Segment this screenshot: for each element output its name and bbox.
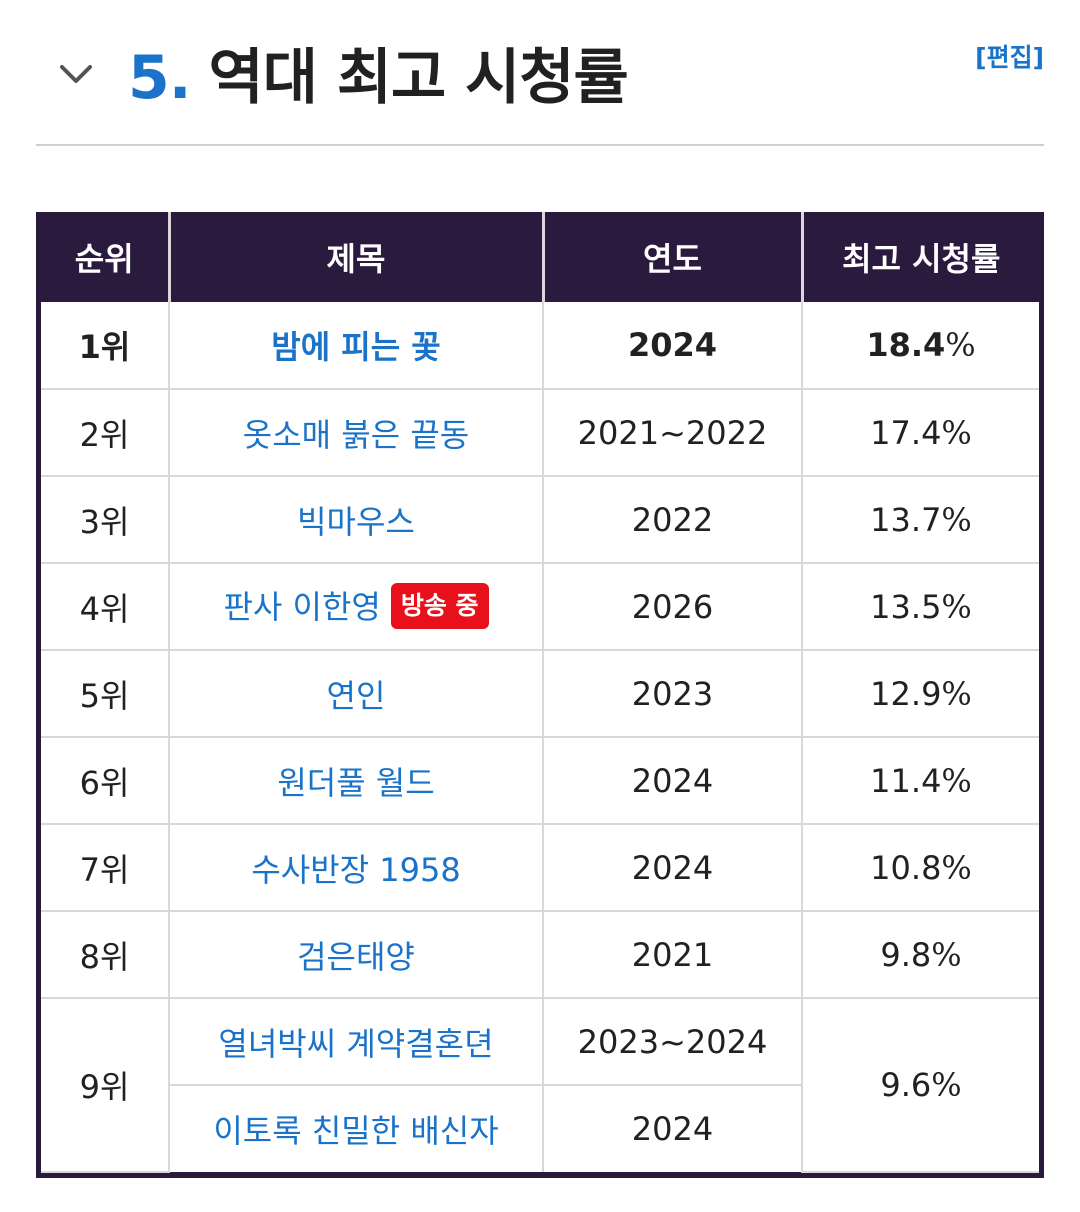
table-row: 1위 밤에 피는 꽃 2024 18.4% bbox=[41, 302, 1039, 390]
rating-cell: 9.8% bbox=[801, 910, 1039, 999]
title-link[interactable]: 옷소매 붉은 끝동 bbox=[242, 415, 470, 454]
title-link[interactable]: 연인 bbox=[326, 676, 386, 715]
rating-cell: 13.7% bbox=[801, 475, 1039, 564]
title-cell: 이토록 친밀한 배신자 bbox=[169, 1084, 544, 1172]
section-number-dot: . bbox=[168, 43, 192, 113]
rating-value: 11.4 bbox=[870, 761, 942, 800]
percent-sign: % bbox=[941, 848, 972, 887]
title-link[interactable]: 수사반장 1958 bbox=[251, 850, 461, 889]
percent-sign: % bbox=[941, 761, 972, 800]
rating-cell: 18.4% bbox=[801, 302, 1039, 390]
rating-value: 9.8 bbox=[880, 935, 932, 974]
on-air-badge: 방송 중 bbox=[390, 582, 489, 629]
title-cell: 연인 bbox=[168, 649, 544, 738]
rank-cell: 3위 bbox=[41, 475, 170, 564]
title-link[interactable]: 밤에 피는 꽃 bbox=[271, 328, 441, 366]
year-cell: 2024 bbox=[542, 302, 803, 390]
title-link[interactable]: 판사 이한영 bbox=[223, 587, 381, 626]
year-cell: 2023~2024 bbox=[542, 997, 803, 1086]
title-cell: 수사반장 1958 bbox=[168, 823, 544, 912]
rating-value: 13.7 bbox=[870, 500, 942, 539]
percent-sign: % bbox=[945, 326, 976, 364]
rating-cell: 9.6% bbox=[801, 997, 1039, 1173]
table-row: 2위 옷소매 붉은 끝동 2021~2022 17.4% bbox=[41, 388, 1039, 477]
table-row: 3위 빅마우스 2022 13.7% bbox=[41, 475, 1039, 564]
year-cell: 2024 bbox=[542, 823, 803, 912]
title-cell: 밤에 피는 꽃 bbox=[168, 302, 544, 390]
column-header-title: 제목 bbox=[167, 212, 543, 302]
column-header-rating: 최고 시청률 bbox=[800, 212, 1039, 302]
rating-value: 18.4 bbox=[866, 326, 946, 364]
column-header-rank: 순위 bbox=[41, 212, 169, 302]
rating-value: 12.9 bbox=[870, 674, 942, 713]
percent-sign: % bbox=[941, 587, 972, 626]
title-cell: 원더풀 월드 bbox=[168, 736, 544, 825]
section-header: 5. 역대 최고 시청률 [편집] bbox=[36, 0, 1044, 146]
chevron-down-icon[interactable] bbox=[58, 56, 94, 92]
rank-cell: 5위 bbox=[41, 649, 170, 738]
title-cell: 판사 이한영 방송 중 bbox=[168, 562, 544, 651]
table-row: 6위 원더풀 월드 2024 11.4% bbox=[41, 736, 1039, 825]
rating-cell: 10.8% bbox=[801, 823, 1039, 912]
section-heading: 5. 역대 최고 시청률 bbox=[128, 38, 629, 118]
ratings-table: 순위 제목 연도 최고 시청률 1위 밤에 피는 꽃 2024 18.4% 2위… bbox=[41, 212, 1039, 1173]
title-cell: 빅마우스 bbox=[168, 475, 544, 564]
year-cell: 2026 bbox=[542, 562, 803, 651]
rating-value: 13.5 bbox=[870, 587, 942, 626]
table-row: 4위 판사 이한영 방송 중 2026 13.5% bbox=[41, 562, 1039, 651]
rating-cell: 11.4% bbox=[801, 736, 1039, 825]
table-row: 이토록 친밀한 배신자 2024 bbox=[41, 1084, 1039, 1172]
table-row: 8위 검은태양 2021 9.8% bbox=[41, 910, 1039, 999]
year-cell: 2024 bbox=[542, 736, 803, 825]
rating-value: 9.6 bbox=[880, 1066, 932, 1104]
title-cell: 검은태양 bbox=[168, 910, 544, 999]
rank-cell: 2위 bbox=[41, 388, 170, 477]
year-cell: 2022 bbox=[542, 475, 803, 564]
rank-cell: 6위 bbox=[41, 736, 170, 825]
rating-cell: 13.5% bbox=[801, 562, 1039, 651]
rating-value: 17.4 bbox=[870, 413, 942, 452]
section-title: 역대 최고 시청률 bbox=[208, 43, 629, 113]
year-cell: 2021~2022 bbox=[542, 388, 803, 477]
column-header-year: 연도 bbox=[541, 212, 802, 302]
rank-cell: 9위 bbox=[41, 997, 170, 1173]
year-cell: 2024 bbox=[542, 1084, 802, 1172]
year-cell: 2023 bbox=[542, 649, 803, 738]
edit-link[interactable]: [편집] bbox=[975, 43, 1044, 72]
percent-sign: % bbox=[931, 1066, 962, 1104]
section-number: 5 bbox=[128, 43, 170, 113]
table-row: 9위 열녀박씨 계약결혼뎐 2023~2024 9.6% bbox=[41, 997, 1039, 1173]
rating-value: 10.8 bbox=[870, 848, 942, 887]
rating-cell: 17.4% bbox=[801, 388, 1039, 477]
year-cell: 2021 bbox=[542, 910, 803, 999]
title-link[interactable]: 열녀박씨 계약결혼뎐 bbox=[218, 1024, 494, 1063]
table-row: 5위 연인 2023 12.9% bbox=[41, 649, 1039, 738]
title-link[interactable]: 이토록 친밀한 배신자 bbox=[213, 1112, 499, 1150]
ratings-table-frame: 순위 제목 연도 최고 시청률 1위 밤에 피는 꽃 2024 18.4% 2위… bbox=[36, 212, 1044, 1178]
title-link[interactable]: 원더풀 월드 bbox=[277, 763, 435, 802]
percent-sign: % bbox=[941, 413, 972, 452]
percent-sign: % bbox=[941, 500, 972, 539]
table-row: 7위 수사반장 1958 2024 10.8% bbox=[41, 823, 1039, 912]
rank-cell: 8위 bbox=[41, 910, 170, 999]
rank-cell: 1위 bbox=[41, 302, 170, 390]
title-cell: 옷소매 붉은 끝동 bbox=[168, 388, 544, 477]
rank-cell: 4위 bbox=[41, 562, 170, 651]
percent-sign: % bbox=[931, 935, 962, 974]
title-link[interactable]: 빅마우스 bbox=[297, 502, 415, 541]
rank-cell: 7위 bbox=[41, 823, 170, 912]
title-cell: 열녀박씨 계약결혼뎐 bbox=[168, 997, 544, 1086]
percent-sign: % bbox=[941, 674, 972, 713]
title-link[interactable]: 검은태양 bbox=[297, 937, 415, 976]
rating-cell: 12.9% bbox=[801, 649, 1039, 738]
table-header-row: 순위 제목 연도 최고 시청률 bbox=[41, 212, 1039, 302]
